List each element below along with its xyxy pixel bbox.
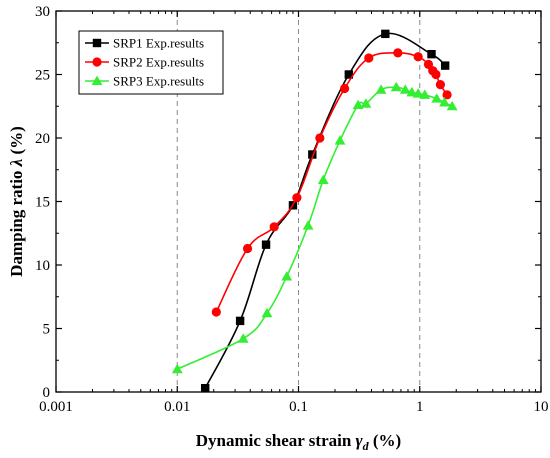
x-tick-label: 1 <box>416 399 424 415</box>
series-3-point <box>360 98 372 108</box>
y-axis-title: Damping ratio λ (%) <box>7 126 26 277</box>
series-2-point <box>242 243 253 254</box>
y-tick-label: 0 <box>43 385 51 401</box>
series-2-point <box>315 133 325 143</box>
series-3-point <box>261 307 273 318</box>
y-tick-label: 5 <box>43 322 51 338</box>
series-1-point <box>261 240 271 249</box>
x-tick-label: 0.001 <box>39 399 73 415</box>
series-3-point <box>237 333 249 343</box>
legend-label: SRP3 Exp.results <box>113 74 204 89</box>
y-tick-labels: 0 5 10 15 20 25 30 <box>35 4 50 401</box>
legend-item: SRP1 Exp.results <box>85 36 204 51</box>
x-tick-label: 10 <box>534 399 549 415</box>
legend: SRP1 Exp.results SRP2 Exp.results SRP3 Exp… <box>78 30 224 95</box>
series-2-point <box>413 52 423 62</box>
series-3-line <box>176 86 453 370</box>
series-2-point <box>269 222 279 232</box>
series-2-point <box>393 48 403 58</box>
y-tick-label: 25 <box>35 68 50 84</box>
x-axis-title: Dynamic shear strain γd (%) <box>196 431 401 453</box>
series-2-point <box>211 307 221 317</box>
series-2-point <box>442 90 452 100</box>
legend-item: SRP2 Exp.results <box>85 55 204 70</box>
x-axis-title-main: Dynamic shear strain <box>196 431 356 450</box>
series-2-point <box>435 80 445 90</box>
y-tick-label: 30 <box>35 4 50 20</box>
series-2-point <box>292 193 302 203</box>
legend-label: SRP2 Exp.results <box>113 55 204 70</box>
series-1-point <box>200 383 210 393</box>
series-1-line <box>204 32 446 389</box>
series-3-point <box>412 88 424 98</box>
series-3-point <box>281 271 293 281</box>
series-2-point <box>340 83 350 94</box>
x-axis-title-subscript: d <box>363 439 370 453</box>
x-tick-label: 0.1 <box>289 399 308 415</box>
y-tick-label: 10 <box>35 258 50 274</box>
y-tick-label: 20 <box>35 131 50 147</box>
series-3-point <box>419 89 431 99</box>
y-axis-title-main: Damping ratio <box>7 166 26 277</box>
legend-marker <box>91 75 103 86</box>
legend-marker <box>92 57 102 67</box>
series-2-point <box>364 53 374 63</box>
series-3 <box>171 81 458 374</box>
series-3-point <box>431 93 443 103</box>
legend-item: SRP3 Exp.results <box>85 74 204 89</box>
x-tick-label: 0.01 <box>164 399 190 415</box>
x-axis-title-unit: (%) <box>369 431 402 450</box>
series-1-point <box>344 70 354 79</box>
legend-label: SRP1 Exp.results <box>113 36 204 51</box>
axis-ticks <box>55 10 542 393</box>
series-1-point <box>427 49 436 59</box>
series-1-point <box>440 61 450 70</box>
series-3-point <box>406 86 418 97</box>
y-axis-title-symbol: λ <box>7 158 26 167</box>
series-1-point <box>308 150 317 159</box>
series-2-point <box>431 69 441 80</box>
x-tick-labels: 0.001 0.01 0.1 1 10 <box>39 399 548 415</box>
series-3-point <box>439 97 450 107</box>
y-tick-label: 15 <box>35 195 50 211</box>
series-3-point <box>446 100 458 111</box>
series-1 <box>200 29 450 393</box>
series-3-point <box>390 81 402 92</box>
series-3-point <box>334 135 346 145</box>
series-3-point <box>399 84 411 94</box>
series-3-point <box>352 99 364 110</box>
series-3-point <box>375 84 387 94</box>
series-3-point <box>302 220 314 230</box>
series-2 <box>211 48 452 317</box>
legend-marker <box>92 38 102 48</box>
y-axis-title-unit: (%) <box>7 126 26 159</box>
series-3-point <box>317 174 329 184</box>
series-1-point <box>381 29 390 39</box>
series-1-point <box>235 316 245 326</box>
series-layer <box>171 29 458 393</box>
series-3-point <box>171 363 183 374</box>
x-axis-title-symbol: γ <box>356 431 364 450</box>
